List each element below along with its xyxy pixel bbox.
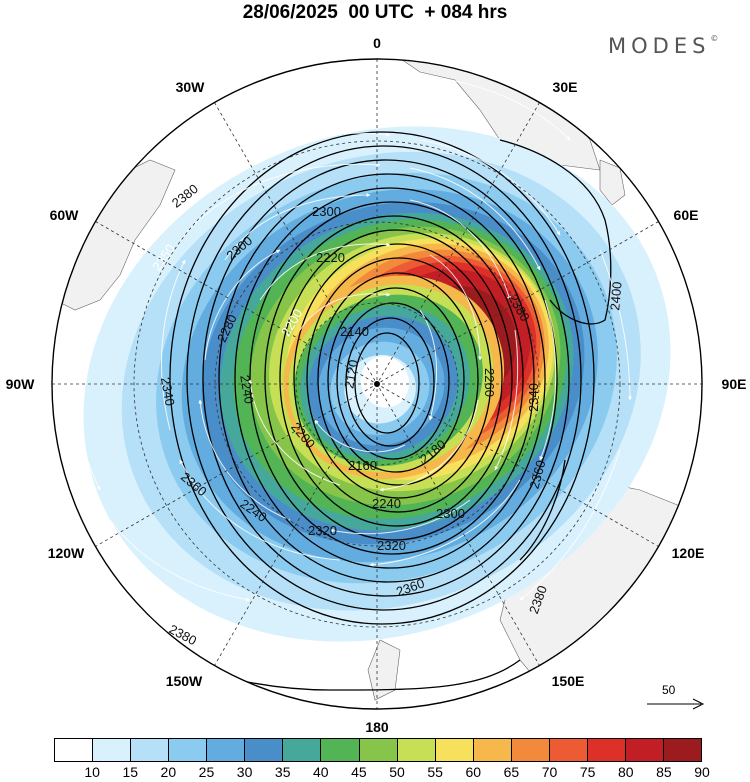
colorbar-tick-label: 20: [160, 764, 177, 780]
contour-label: 2260: [482, 368, 497, 397]
colorbar-segment: [245, 739, 284, 761]
lon-label-30w: 30W: [176, 79, 206, 95]
lon-label-90e: 90E: [722, 376, 747, 392]
contour-label: 2320: [308, 523, 337, 538]
height-contours: [104, 131, 612, 691]
lon-label-90w: 90W: [6, 376, 36, 392]
colorbar-segment: [55, 739, 94, 761]
contour-label: 2240: [372, 496, 401, 511]
lon-label-120e: 120E: [672, 545, 705, 561]
longitude-labels: 0 30E 60E 90E 120E 150E 180 150W 120W 90…: [6, 35, 747, 735]
colorbar-segment: [321, 739, 360, 761]
brand-name: MODES: [608, 34, 711, 58]
lon-label-180: 180: [365, 719, 389, 735]
colorbar-tick-label: 55: [427, 764, 443, 780]
colorbar-segment: [549, 739, 588, 761]
wind-streamlines: [74, 79, 632, 602]
colorbar-segment: [664, 739, 702, 761]
colorbar-segment: [511, 739, 550, 761]
colorbar-labels: 10 15 20 25 30 35 40 45 50 55 60 65 70 75 80 85 90: [0, 764, 750, 782]
colorbar-tick-label: 80: [617, 764, 634, 780]
contour-label: 2240: [237, 374, 257, 405]
colorbar-tick-label: 60: [465, 764, 482, 780]
lon-label-60w: 60W: [50, 207, 80, 223]
colorbar-segment: [169, 739, 208, 761]
colorbar-tick-label: 85: [656, 764, 672, 780]
colorbar-tick-label: 50: [389, 764, 405, 780]
copyright-icon: ©: [710, 34, 719, 43]
colorbar: [54, 738, 702, 762]
colorbar-segment: [207, 739, 246, 761]
lon-label-120w: 120W: [48, 545, 85, 561]
colorbar-tick-label: 30: [236, 764, 253, 780]
contour-label: 2400: [607, 281, 624, 311]
contour-label: 2340: [158, 376, 178, 407]
colorbar-tick-label: 75: [579, 764, 596, 780]
colorbar-segment: [359, 739, 398, 761]
lon-label-30e: 30E: [553, 79, 578, 95]
colorbar-segment: [625, 739, 664, 761]
colorbar-tick-label: 15: [122, 764, 139, 780]
arrow-right-icon: [647, 698, 705, 710]
lon-label-150e: 150E: [552, 673, 585, 689]
lon-label-150w: 150W: [166, 673, 203, 689]
map-title: 28/06/2025 00 UTC + 084 hrs: [242, 2, 508, 23]
contour-label: 2120: [341, 358, 361, 389]
reference-vector-label: 50: [662, 683, 676, 697]
south-pole-marker: [374, 381, 380, 387]
colorbar-segment: [473, 739, 512, 761]
land-new-zealand: [367, 639, 401, 701]
map-boundary: [51, 58, 703, 710]
colorbar-segment: [435, 739, 474, 761]
brand-logo: MODES©: [608, 34, 718, 58]
land-madagascar: [599, 159, 626, 206]
colorbar-tick-label: 90: [694, 764, 710, 780]
colorbar-tick-label: 35: [274, 764, 291, 780]
contour-label: 2300: [436, 506, 465, 521]
colorbar-tick-label: 10: [84, 764, 100, 780]
contour-label: 2320: [377, 538, 406, 553]
contour-label: 2140: [340, 324, 369, 339]
colorbar-tick-label: 45: [351, 764, 367, 780]
lon-label-60e: 60E: [674, 207, 699, 223]
colorbar-tick-label: 25: [198, 764, 215, 780]
lon-label-0: 0: [373, 35, 381, 51]
colorbar-tick-label: 70: [541, 764, 558, 780]
colorbar-segment: [131, 739, 170, 761]
contour-label: 2360: [527, 459, 549, 491]
colorbar-segment: [397, 739, 436, 761]
colorbar-tick-label: 65: [503, 764, 520, 780]
contour-label: 2220: [316, 250, 345, 265]
colorbar-tick-label: 40: [313, 764, 329, 780]
colorbar-segment: [283, 739, 322, 761]
colorbar-segment: [93, 739, 132, 761]
contour-label: 2160: [348, 458, 377, 473]
contour-label: 2300: [312, 204, 341, 219]
contour-label: 2340: [526, 383, 541, 412]
colorbar-segment: [587, 739, 626, 761]
polar-map: 2380 2350 2300 2300 2220 2280 2200 2140 …: [6, 35, 747, 735]
